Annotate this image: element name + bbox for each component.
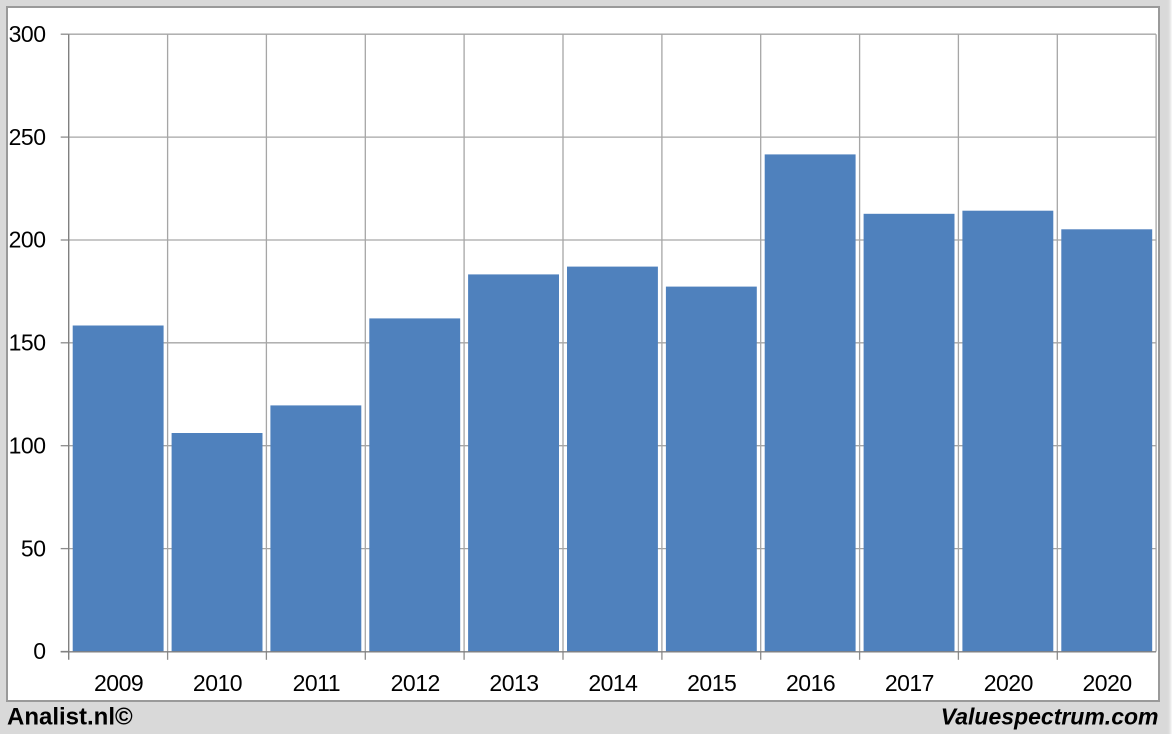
- svg-text:Analist.nl©: Analist.nl©: [7, 704, 133, 731]
- svg-text:2014: 2014: [588, 670, 638, 696]
- svg-text:2015: 2015: [687, 670, 736, 696]
- svg-text:250: 250: [9, 124, 46, 150]
- svg-text:2016: 2016: [786, 670, 835, 696]
- svg-text:2020: 2020: [984, 670, 1033, 696]
- svg-text:2020: 2020: [1083, 670, 1132, 696]
- svg-text:2009: 2009: [94, 670, 143, 696]
- svg-text:300: 300: [9, 21, 46, 47]
- svg-text:Valuespectrum.com: Valuespectrum.com: [941, 703, 1159, 729]
- svg-text:2011: 2011: [293, 670, 340, 696]
- svg-text:50: 50: [21, 535, 46, 561]
- svg-text:2017: 2017: [885, 670, 934, 696]
- svg-text:200: 200: [9, 227, 46, 253]
- svg-text:100: 100: [9, 432, 46, 458]
- svg-text:2012: 2012: [391, 670, 440, 696]
- svg-text:0: 0: [33, 638, 45, 664]
- svg-text:150: 150: [9, 330, 46, 356]
- svg-text:2013: 2013: [489, 670, 538, 696]
- svg-text:2010: 2010: [193, 670, 242, 696]
